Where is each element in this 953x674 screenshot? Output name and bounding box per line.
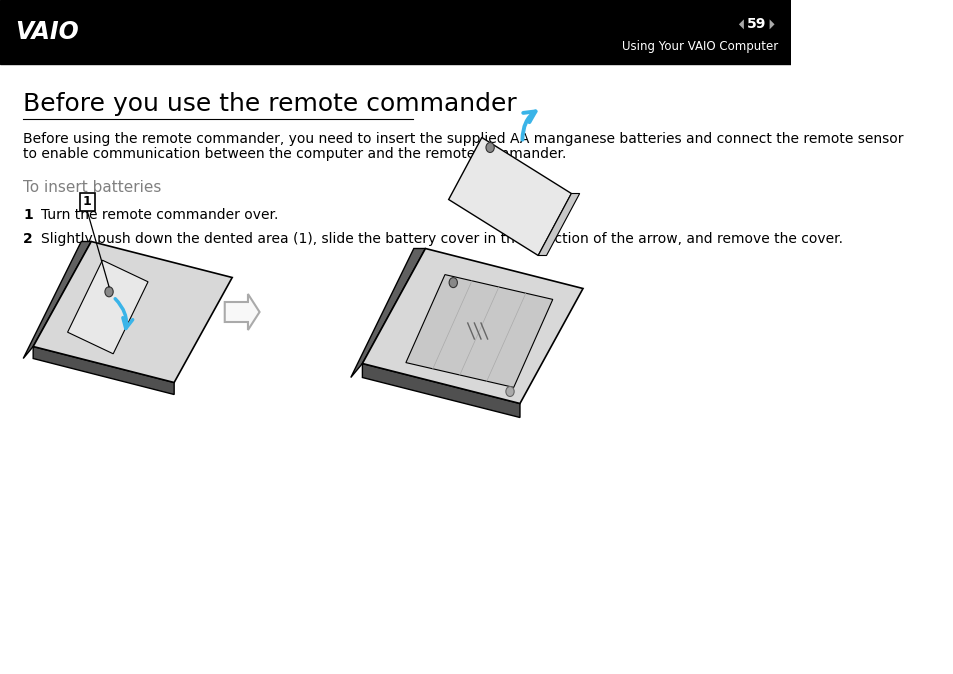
Circle shape bbox=[505, 386, 514, 396]
Text: 1: 1 bbox=[83, 195, 91, 208]
Polygon shape bbox=[448, 137, 571, 255]
Text: 1: 1 bbox=[23, 208, 33, 222]
Bar bbox=[0, 0, 790, 64]
Polygon shape bbox=[362, 363, 519, 417]
Polygon shape bbox=[405, 274, 552, 388]
Polygon shape bbox=[68, 260, 148, 354]
Text: To insert batteries: To insert batteries bbox=[23, 180, 161, 195]
Polygon shape bbox=[537, 193, 579, 255]
Text: 2: 2 bbox=[23, 232, 33, 246]
Polygon shape bbox=[362, 249, 582, 404]
Ellipse shape bbox=[485, 142, 494, 152]
Polygon shape bbox=[33, 241, 232, 383]
Ellipse shape bbox=[105, 287, 113, 297]
Text: Before using the remote commander, you need to insert the supplied AA manganese : Before using the remote commander, you n… bbox=[23, 132, 902, 146]
Text: 59: 59 bbox=[746, 18, 765, 31]
Text: VAIO: VAIO bbox=[15, 20, 78, 44]
Text: Using Your VAIO Computer: Using Your VAIO Computer bbox=[621, 40, 777, 53]
FancyBboxPatch shape bbox=[79, 193, 94, 210]
Polygon shape bbox=[33, 346, 174, 394]
Ellipse shape bbox=[449, 278, 456, 288]
Polygon shape bbox=[23, 241, 91, 359]
Polygon shape bbox=[739, 20, 743, 30]
Polygon shape bbox=[351, 249, 425, 377]
Text: Before you use the remote commander: Before you use the remote commander bbox=[23, 92, 517, 116]
Text: Slightly push down the dented area (1), slide the battery cover in the direction: Slightly push down the dented area (1), … bbox=[41, 232, 842, 246]
Polygon shape bbox=[769, 20, 774, 30]
Polygon shape bbox=[225, 294, 259, 330]
Text: to enable communication between the computer and the remote commander.: to enable communication between the comp… bbox=[23, 147, 566, 161]
Text: Turn the remote commander over.: Turn the remote commander over. bbox=[41, 208, 278, 222]
